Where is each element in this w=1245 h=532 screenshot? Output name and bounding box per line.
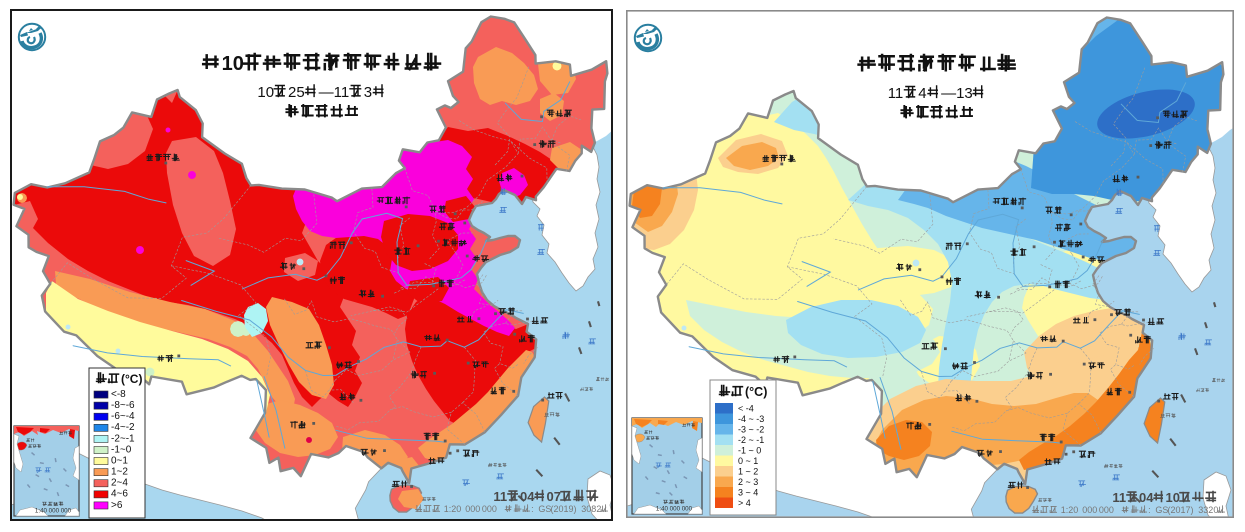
svg-text:11: 11 <box>1112 490 1126 505</box>
svg-text:-1 ~ 0: -1 ~ 0 <box>738 446 761 456</box>
svg-text:-2~-1: -2~-1 <box>111 433 135 444</box>
svg-text:3320: 3320 <box>1198 505 1218 515</box>
svg-text:10: 10 <box>1166 490 1180 505</box>
svg-text:GS: GS <box>1155 505 1168 515</box>
svg-text:11: 11 <box>493 489 507 504</box>
svg-text:000: 000 <box>482 504 497 514</box>
svg-text:-4~-2: -4~-2 <box>111 422 135 433</box>
svg-text:000: 000 <box>465 504 480 514</box>
svg-text:-8~-6: -8~-6 <box>111 400 135 411</box>
svg-text:2~4: 2~4 <box>111 478 128 489</box>
svg-text:3 ~ 4: 3 ~ 4 <box>738 488 758 498</box>
svg-text:000: 000 <box>1082 505 1097 515</box>
svg-text:000: 000 <box>1099 505 1114 515</box>
svg-text:>6: >6 <box>111 500 123 511</box>
svg-text:25: 25 <box>288 84 305 101</box>
svg-text:-1~0: -1~0 <box>111 444 132 455</box>
svg-text:11: 11 <box>888 85 904 102</box>
svg-text:> 4: > 4 <box>738 498 751 508</box>
svg-text:(°C): (°C) <box>121 372 142 386</box>
svg-text:1:40 000 000: 1:40 000 000 <box>35 508 72 515</box>
svg-text:10: 10 <box>257 84 274 101</box>
svg-text:0~1: 0~1 <box>111 455 128 466</box>
svg-text:(2019): (2019) <box>551 504 577 514</box>
svg-text:—13: —13 <box>941 85 973 102</box>
svg-text:07: 07 <box>547 489 561 504</box>
svg-text:0 ~ 1: 0 ~ 1 <box>738 456 758 466</box>
svg-text:(°C): (°C) <box>745 385 767 399</box>
svg-text:1~2: 1~2 <box>111 467 128 478</box>
svg-text:04: 04 <box>1139 490 1154 505</box>
svg-text:1 ~ 2: 1 ~ 2 <box>738 467 758 477</box>
svg-text:1:40 000 000: 1:40 000 000 <box>656 506 693 513</box>
svg-text:3082: 3082 <box>581 504 601 514</box>
svg-text::: : <box>531 504 534 514</box>
svg-text:-6~-4: -6~-4 <box>111 411 135 422</box>
svg-text:4: 4 <box>918 85 926 102</box>
svg-text:3: 3 <box>364 84 372 101</box>
svg-text::: : <box>1148 505 1151 515</box>
svg-text:< -4: < -4 <box>738 404 754 414</box>
svg-text:(2017): (2017) <box>1168 505 1194 515</box>
svg-text:2 ~ 3: 2 ~ 3 <box>738 477 758 487</box>
svg-text:1:20: 1:20 <box>444 504 462 514</box>
svg-text:1:20: 1:20 <box>1061 505 1079 515</box>
svg-text:GS: GS <box>538 504 551 514</box>
svg-text:4~6: 4~6 <box>111 489 128 500</box>
svg-text:-4 ~ -3: -4 ~ -3 <box>738 414 764 424</box>
svg-text:<-8: <-8 <box>111 389 126 400</box>
svg-text:-2 ~ -1: -2 ~ -1 <box>738 435 764 445</box>
svg-text:—11: —11 <box>319 84 350 101</box>
svg-text:04: 04 <box>520 489 535 504</box>
svg-text:-3 ~ -2: -3 ~ -2 <box>738 425 764 435</box>
svg-text:10: 10 <box>222 53 244 75</box>
